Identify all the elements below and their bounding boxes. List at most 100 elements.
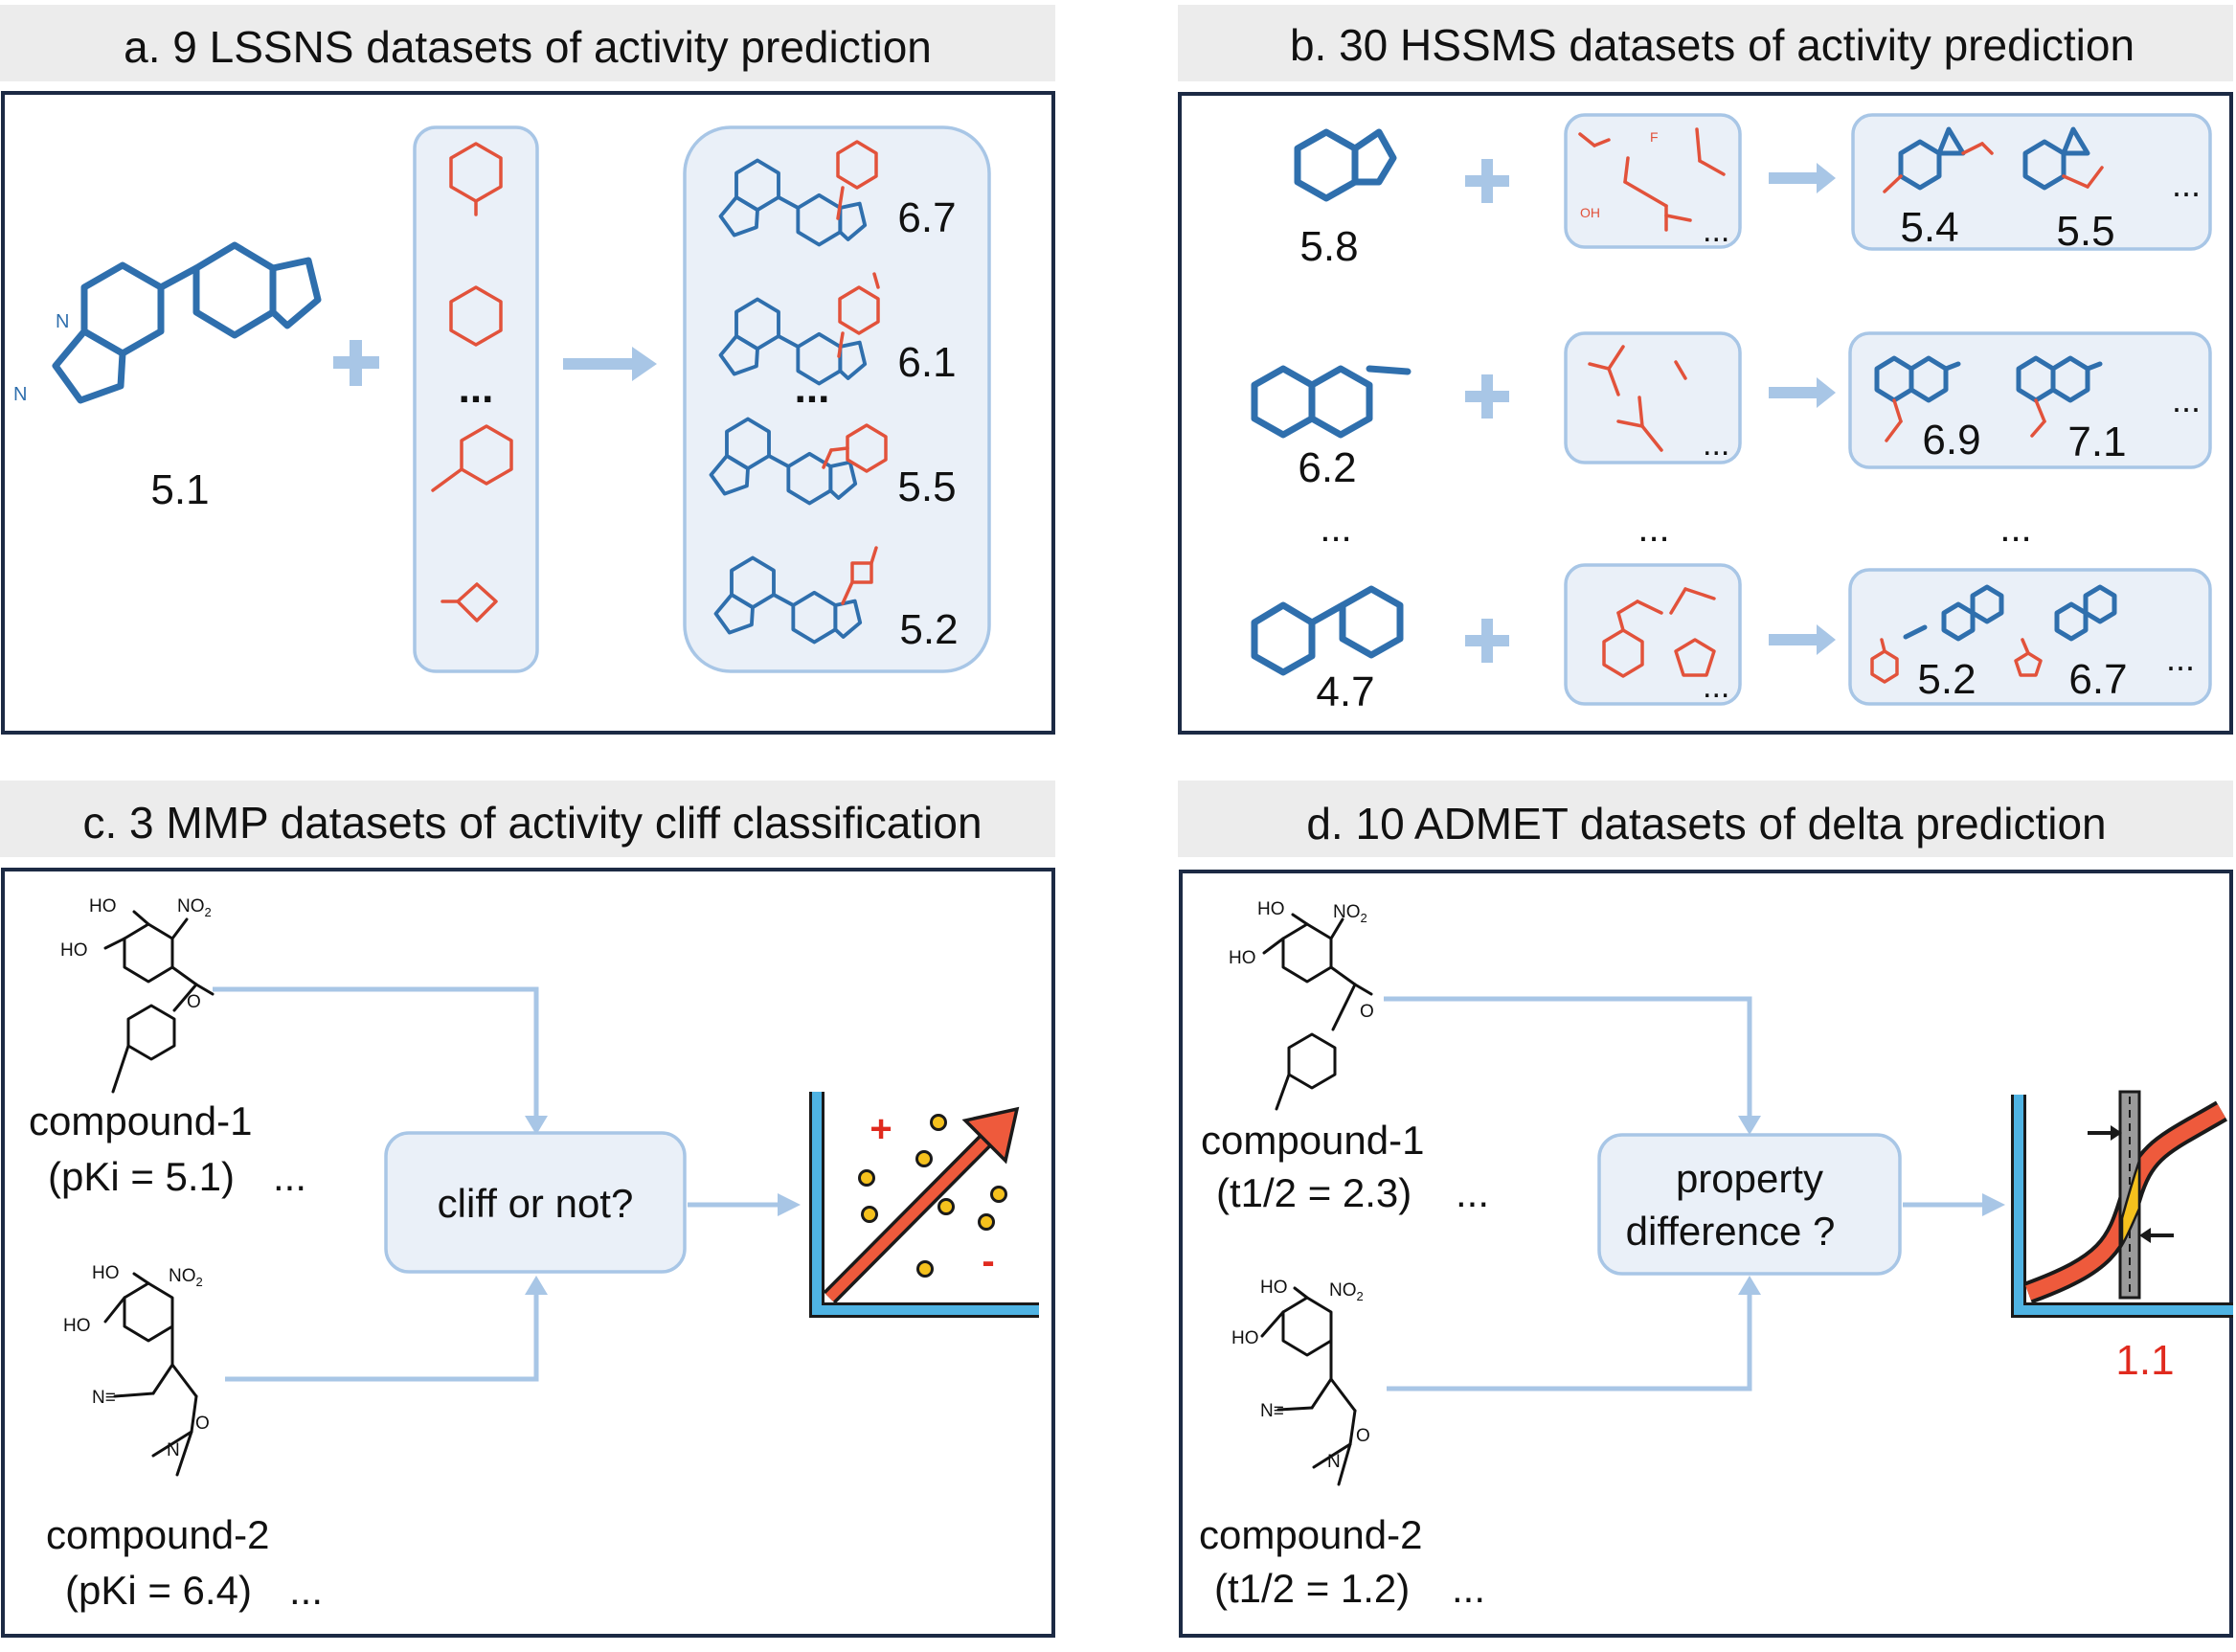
panel-b-products-3: [1870, 584, 2117, 684]
panel-c-compound-1-value: (pKi = 5.1): [48, 1154, 235, 1199]
panel-c-compound-2-structure: [103, 1272, 198, 1477]
panel-a-product-value-4: 5.2: [899, 606, 958, 653]
panel-c-decision-box: [384, 1131, 687, 1274]
panel-b-core-value-2: 6.2: [1298, 444, 1356, 491]
panel-b-core-value-3: 4.7: [1316, 668, 1374, 715]
panel-b-products-1: [1883, 126, 2104, 193]
panel-b-product-ellipsis-2: ...: [2172, 380, 2201, 419]
panel-a-product-value-2: 6.1: [897, 339, 956, 386]
panel-d-c2-ho-1: HO: [1260, 1278, 1288, 1298]
panel-c-c1-o: O: [187, 992, 201, 1012]
panel-b-row-2: 6.2 ...: [1251, 331, 2212, 491]
panel-c-decision-text: cliff or not?: [438, 1181, 634, 1226]
panel-c-c1-no2: NO2: [177, 896, 212, 919]
panel-c-compound-1-label: compound-1: [29, 1098, 252, 1143]
panel-b-product-ellipsis-1: ...: [2172, 165, 2201, 204]
panel-c-compound-2-label: compound-2: [46, 1512, 269, 1557]
panel-a-products: [709, 140, 888, 645]
panel-d-compound-2-value: (t1/2 = 1.2): [1214, 1566, 1410, 1611]
panel-c-c2-n: N: [167, 1440, 180, 1460]
panel-d-c1-ho-1: HO: [1257, 899, 1285, 919]
panel-d-decision-line-1: property: [1676, 1156, 1823, 1201]
panel-c-compound-1-structure: [103, 910, 215, 1094]
panel-b-plus-1: [1465, 159, 1509, 203]
panel-b-core-2: [1251, 365, 1412, 439]
panel-d-c1-no2: NO2: [1333, 902, 1367, 925]
panel-b-fragment-atom-f: F: [1650, 129, 1659, 145]
panel-d-to-chart-head: [1982, 1193, 2005, 1216]
panel-b-product-box-2: [1848, 331, 2212, 469]
panel-b-product-value-1b: 5.5: [2056, 208, 2114, 255]
panel-b-plus-3: [1465, 619, 1509, 663]
panel-b-row-3: 4.7 ...: [1251, 563, 2212, 715]
panel-c-connector-2: [225, 1293, 539, 1382]
panel-b-title-bar: [1178, 5, 2233, 81]
panel-a-product-box: [683, 125, 991, 673]
panel-a-core-value: 5.1: [150, 466, 209, 513]
panel-d-connector-1-head: [1738, 1116, 1761, 1135]
panel-a-core-molecule: N N: [13, 241, 322, 405]
panel-c-minus-label: -: [982, 1240, 994, 1282]
panel-b-product-value-2a: 6.9: [1922, 417, 1980, 464]
panel-d-delta-value: 1.1: [2115, 1337, 2174, 1384]
panel-d-c1-o: O: [1360, 1002, 1374, 1022]
panel-d-compound-1-structure: [1262, 913, 1373, 1111]
panel-c-c2-nc: N≡: [92, 1388, 116, 1408]
panel-a: a. 9 LSSNS datasets of activity predicti…: [0, 5, 1055, 735]
panel-b-fragment-ellipsis-2: ...: [1703, 426, 1729, 463]
panel-d-connector-2-head: [1738, 1276, 1761, 1295]
panel-b-fragment-ellipsis-3: ...: [1703, 668, 1729, 705]
panel-d-c2-n: N: [1327, 1452, 1341, 1472]
panel-c-compound-2-value: (pKi = 6.4): [65, 1568, 252, 1613]
panel-a-product-value-3: 5.5: [897, 464, 956, 510]
panel-c-title-bar: [0, 781, 1055, 857]
panel-d: d. 10 ADMET datasets of delta prediction…: [1178, 781, 2233, 1638]
panel-b-fragment-box-1: [1564, 113, 1742, 249]
panel-b-title: b. 30 HSSMS datasets of activity predict…: [1290, 20, 2134, 70]
panel-c-chart-points: [858, 1114, 1007, 1278]
panel-d-c2-o: O: [1356, 1426, 1370, 1446]
panel-d-compound-2-structure: [1260, 1286, 1357, 1486]
panel-d-compound-2-ellipsis: ...: [1452, 1566, 1485, 1611]
atom-hn: N: [13, 384, 27, 405]
panel-b-arrow-2: [1769, 377, 1836, 408]
panel-d-compound-2-label: compound-2: [1199, 1512, 1422, 1557]
panel-d-c2-no2: NO2: [1329, 1280, 1364, 1303]
panel-b-fragment-atom-oh: OH: [1580, 205, 1600, 220]
panel-a-title: a. 9 LSSNS datasets of activity predicti…: [124, 22, 932, 72]
panel-c-connector-1: [213, 986, 539, 1119]
panel-b-arrow-1: [1769, 163, 1836, 193]
panel-d-compound-1-value: (t1/2 = 2.3): [1216, 1170, 1412, 1215]
panel-b-product-value-1a: 5.4: [1900, 204, 1958, 251]
panel-a-fragments: [431, 142, 513, 622]
panel-c-connector-2-head: [525, 1276, 548, 1295]
panel-b-products-2: [1874, 355, 2103, 442]
panel-d-connector-1: [1384, 996, 1752, 1119]
panel-d-decision-line-2: difference ?: [1626, 1209, 1836, 1254]
panel-a-plus: [333, 340, 379, 386]
panel-d-title: d. 10 ADMET datasets of delta prediction: [1306, 799, 2106, 849]
panel-b-product-box-3: [1848, 568, 2212, 706]
panel-b: b. 30 HSSMS datasets of activity predict…: [1178, 5, 2233, 735]
panel-c-c1-ho-2: HO: [60, 940, 88, 961]
panel-d-compound-1-label: compound-1: [1201, 1118, 1424, 1163]
panel-d-c2-nc: N≡: [1260, 1401, 1284, 1421]
panel-b-plus-2: [1465, 374, 1509, 419]
panel-b-core-1: [1294, 128, 1397, 202]
panel-b-product-ellipsis-3: ...: [2166, 639, 2195, 678]
panel-a-ellipsis: ...: [459, 365, 494, 412]
atom-n: N: [56, 311, 69, 332]
panel-c-compound-1-ellipsis: ...: [273, 1154, 306, 1199]
panel-b-product-value-3a: 5.2: [1917, 656, 1976, 703]
panel-b-product-value-2b: 7.1: [2067, 419, 2126, 465]
panel-b-dots-1: ...: [1320, 508, 1351, 550]
panel-b-dots-3: ...: [1999, 508, 2031, 550]
panel-d-c1-ho-2: HO: [1229, 948, 1256, 968]
panel-b-dots-2: ...: [1637, 508, 1669, 550]
panel-c-connector-1-head: [525, 1116, 548, 1135]
panel-a-product-value-1: 6.7: [897, 194, 956, 241]
panel-a-product-ellipsis: ...: [795, 365, 830, 412]
panel-b-core-3: [1251, 585, 1404, 676]
panel-d-decision-box: [1597, 1133, 1902, 1276]
